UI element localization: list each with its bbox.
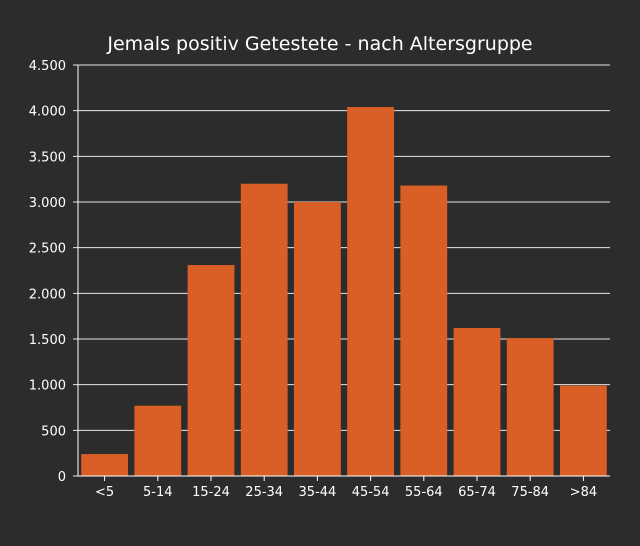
bar <box>506 338 554 476</box>
bar <box>559 385 607 476</box>
bar <box>293 202 341 476</box>
chart-title: Jemals positiv Getestete - nach Altersgr… <box>106 33 532 55</box>
x-tick-label: 55-64 <box>405 485 443 500</box>
bar <box>400 185 448 476</box>
x-tick-label: <5 <box>95 485 114 500</box>
y-tick-label: 4.500 <box>29 59 66 74</box>
y-tick-label: 0 <box>58 470 66 485</box>
y-tick-label: 500 <box>41 424 66 439</box>
y-tick-label: 3.500 <box>29 150 66 165</box>
y-tick-label: 1.000 <box>29 379 66 394</box>
bar <box>240 183 288 476</box>
bar <box>81 454 129 476</box>
bar <box>187 265 235 476</box>
x-tick-label: >84 <box>570 485 597 500</box>
bar <box>453 328 501 476</box>
y-tick-label: 3.000 <box>29 196 66 211</box>
y-tick-label: 2.500 <box>29 242 66 257</box>
y-tick-label: 1.500 <box>29 333 66 348</box>
x-tick-label: 65-74 <box>458 485 496 500</box>
x-tick-label: 25-34 <box>245 485 283 500</box>
x-tick-label: 35-44 <box>299 485 337 500</box>
bar <box>134 405 182 476</box>
x-tick-label: 5-14 <box>143 485 173 500</box>
x-axis-ticks: <5 5-14 15-24 25-34 35-44 45-54 55-64 65-74 75-8… <box>95 476 597 500</box>
x-tick-label: 75-84 <box>511 485 549 500</box>
x-tick-label: 15-24 <box>192 485 230 500</box>
y-tick-label: 4.000 <box>29 105 66 120</box>
y-axis-ticks: 0 500 1.000 1.500 2.000 2.500 3.000 3.500 4.000 4… <box>29 59 66 485</box>
bar <box>347 107 395 476</box>
bars <box>81 107 607 476</box>
axes <box>77 65 610 477</box>
y-tick-label: 2.000 <box>29 287 66 302</box>
x-tick-label: 45-54 <box>352 485 390 500</box>
